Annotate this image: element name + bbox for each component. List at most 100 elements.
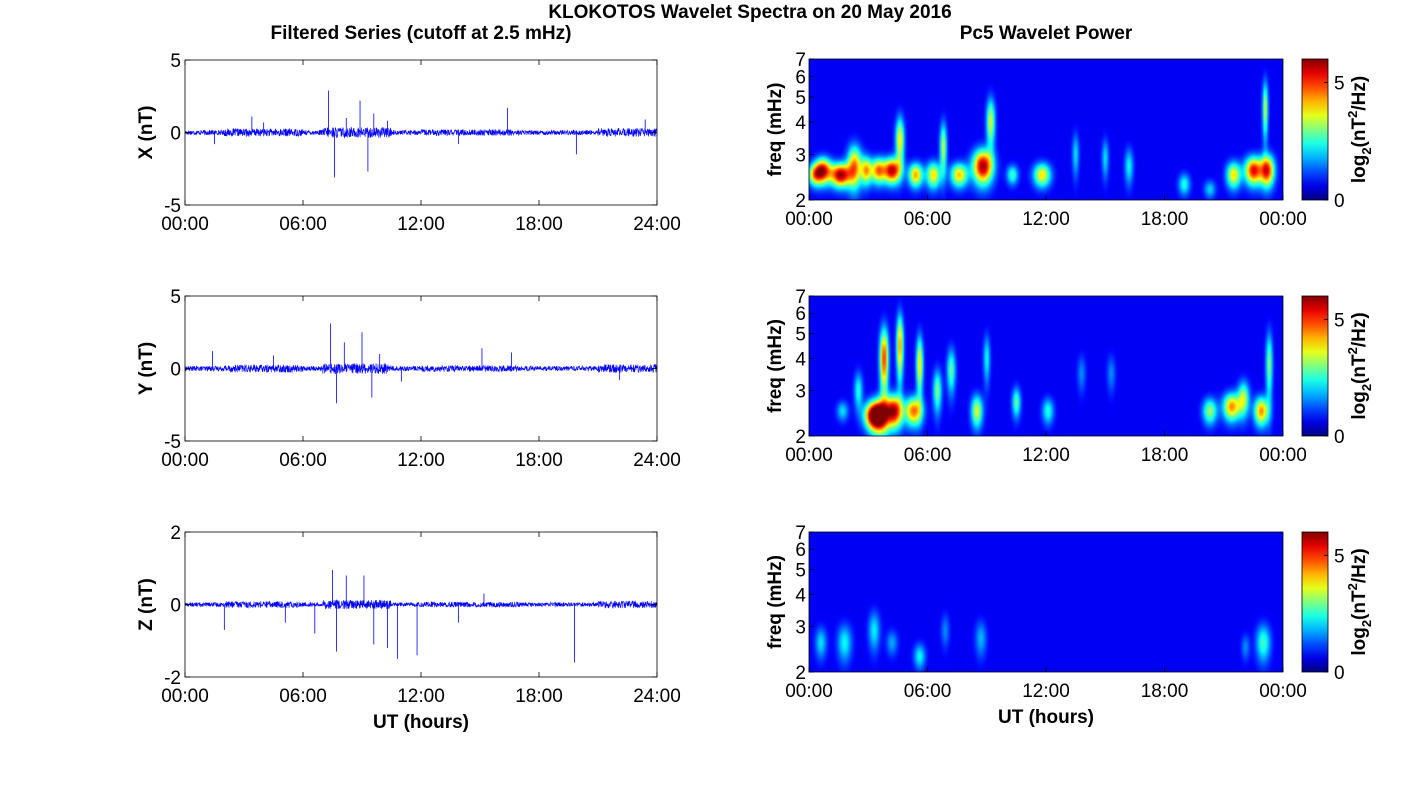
x-tick-label: 12:00	[397, 214, 445, 235]
x-tick-label: 06:00	[279, 686, 327, 707]
y-tick-label: 3	[795, 145, 806, 166]
x-axis-label: UT (hours)	[373, 712, 469, 733]
x-tick-label: 00:00	[785, 445, 833, 466]
colorbar-tick-label: 0	[1334, 191, 1345, 212]
x-tick-label: 24:00	[633, 450, 681, 471]
colorbar-tick-label: 5	[1334, 546, 1345, 567]
x-tick-label: 12:00	[1022, 209, 1070, 230]
y-tick-label: 2	[170, 523, 181, 544]
colorbar-tick-label: 0	[1334, 663, 1345, 684]
x-tick-label: 00:00	[161, 450, 209, 471]
left-column-title: Filtered Series (cutoff at 2.5 mHz)	[271, 23, 572, 44]
y-tick-label: 6	[795, 67, 806, 88]
x-tick-label: 18:00	[515, 214, 563, 235]
y-tick-label: 5	[170, 287, 181, 308]
colorbar-tick-label: 5	[1334, 310, 1345, 331]
y-axis-label: freq (mHz)	[765, 319, 786, 413]
heatmap-image	[809, 296, 1283, 436]
colorbar-label-part: log	[1349, 155, 1370, 184]
colorbar-label-part: 2	[1359, 384, 1374, 391]
x-tick-label: 12:00	[1022, 681, 1070, 702]
series-line	[184, 126, 658, 139]
y-tick-label: 2	[795, 663, 806, 684]
x-tick-label: 00:00	[161, 686, 209, 707]
colorbar-label-part: (nT	[1349, 354, 1370, 384]
y-tick-label: 0	[170, 124, 181, 145]
y-tick-label: 7	[795, 287, 806, 308]
colorbar-label-part: 2	[1359, 147, 1374, 154]
colorbar-tick-label: 5	[1334, 74, 1345, 95]
colorbar-label-part: log	[1349, 391, 1370, 420]
x-tick-label: 06:00	[904, 681, 952, 702]
y-axis-label: freq (mHz)	[765, 555, 786, 649]
x-tick-label: 00:00	[785, 681, 833, 702]
colorbar-label-part: /Hz)	[1349, 312, 1370, 347]
x-tick-label: 12:00	[1022, 445, 1070, 466]
x-tick-label: 18:00	[515, 686, 563, 707]
x-tick-label: 06:00	[904, 209, 952, 230]
y-axis-label: X (nT)	[136, 106, 157, 160]
x-tick-label: 18:00	[515, 450, 563, 471]
y-tick-label: 4	[795, 586, 806, 607]
colorbar	[1301, 58, 1329, 201]
line-panel-1	[184, 59, 658, 206]
colorbar-label-part: 2	[1359, 620, 1374, 627]
heatmap-image	[809, 532, 1283, 672]
x-tick-label: 06:00	[279, 214, 327, 235]
colorbar	[1301, 295, 1329, 437]
figure-title: KLOKOTOS Wavelet Spectra on 20 May 2016	[548, 2, 951, 23]
heatmap-panel-3	[808, 531, 1329, 673]
y-tick-label: 5	[795, 325, 806, 346]
y-axis-label: Y (nT)	[136, 342, 157, 395]
x-tick-label: 24:00	[633, 214, 681, 235]
colorbar-label-part: /Hz)	[1349, 76, 1370, 111]
y-tick-label: 4	[795, 350, 806, 371]
y-tick-label: 2	[795, 427, 806, 448]
y-tick-label: 6	[795, 304, 806, 325]
y-tick-label: 2	[795, 191, 806, 212]
colorbar-label-part: (nT	[1349, 590, 1370, 620]
y-tick-label: 3	[795, 618, 806, 639]
colorbar-label-part: 2	[1345, 583, 1360, 590]
y-tick-label: 6	[795, 540, 806, 561]
heatmap-panel-1	[808, 58, 1329, 201]
colorbar-label: log2(nT2/Hz)	[1345, 76, 1374, 183]
x-tick-label: 00:00	[161, 214, 209, 235]
heatmap-image	[809, 59, 1283, 200]
colorbar-label-part: log	[1349, 627, 1370, 656]
x-tick-label: 06:00	[279, 450, 327, 471]
x-tick-label: 00:00	[1259, 681, 1307, 702]
line-panel-3	[184, 531, 658, 678]
series-line	[184, 363, 658, 375]
x-tick-label: 24:00	[633, 686, 681, 707]
y-tick-label: 7	[795, 523, 806, 544]
y-axis-label: freq (mHz)	[765, 83, 786, 177]
heatmap-panel-2	[808, 295, 1329, 437]
y-tick-label: -5	[164, 432, 181, 453]
x-tick-label: 00:00	[785, 209, 833, 230]
y-tick-label: -2	[164, 668, 181, 689]
y-tick-label: 0	[170, 360, 181, 381]
colorbar	[1301, 531, 1329, 673]
y-tick-label: 4	[795, 113, 806, 134]
colorbar-label: log2(nT2/Hz)	[1345, 312, 1374, 419]
x-tick-label: 00:00	[1259, 445, 1307, 466]
colorbar-tick-label: 0	[1334, 427, 1345, 448]
y-tick-label: 0	[170, 596, 181, 617]
colorbar-label-part: (nT	[1349, 118, 1370, 148]
x-tick-label: 18:00	[1141, 681, 1189, 702]
y-tick-label: 5	[795, 88, 806, 109]
x-tick-label: 18:00	[1141, 445, 1189, 466]
colorbar-label-part: 2	[1345, 111, 1360, 118]
x-tick-label: 06:00	[904, 445, 952, 466]
x-tick-label: 18:00	[1141, 209, 1189, 230]
x-tick-label: 12:00	[397, 686, 445, 707]
colorbar-label-part: /Hz)	[1349, 548, 1370, 583]
y-tick-label: 7	[795, 50, 806, 71]
x-tick-label: 12:00	[397, 450, 445, 471]
y-tick-label: -5	[164, 196, 181, 217]
x-tick-label: 00:00	[1259, 209, 1307, 230]
y-tick-label: 3	[795, 382, 806, 403]
colorbar-label-part: 2	[1345, 347, 1360, 354]
